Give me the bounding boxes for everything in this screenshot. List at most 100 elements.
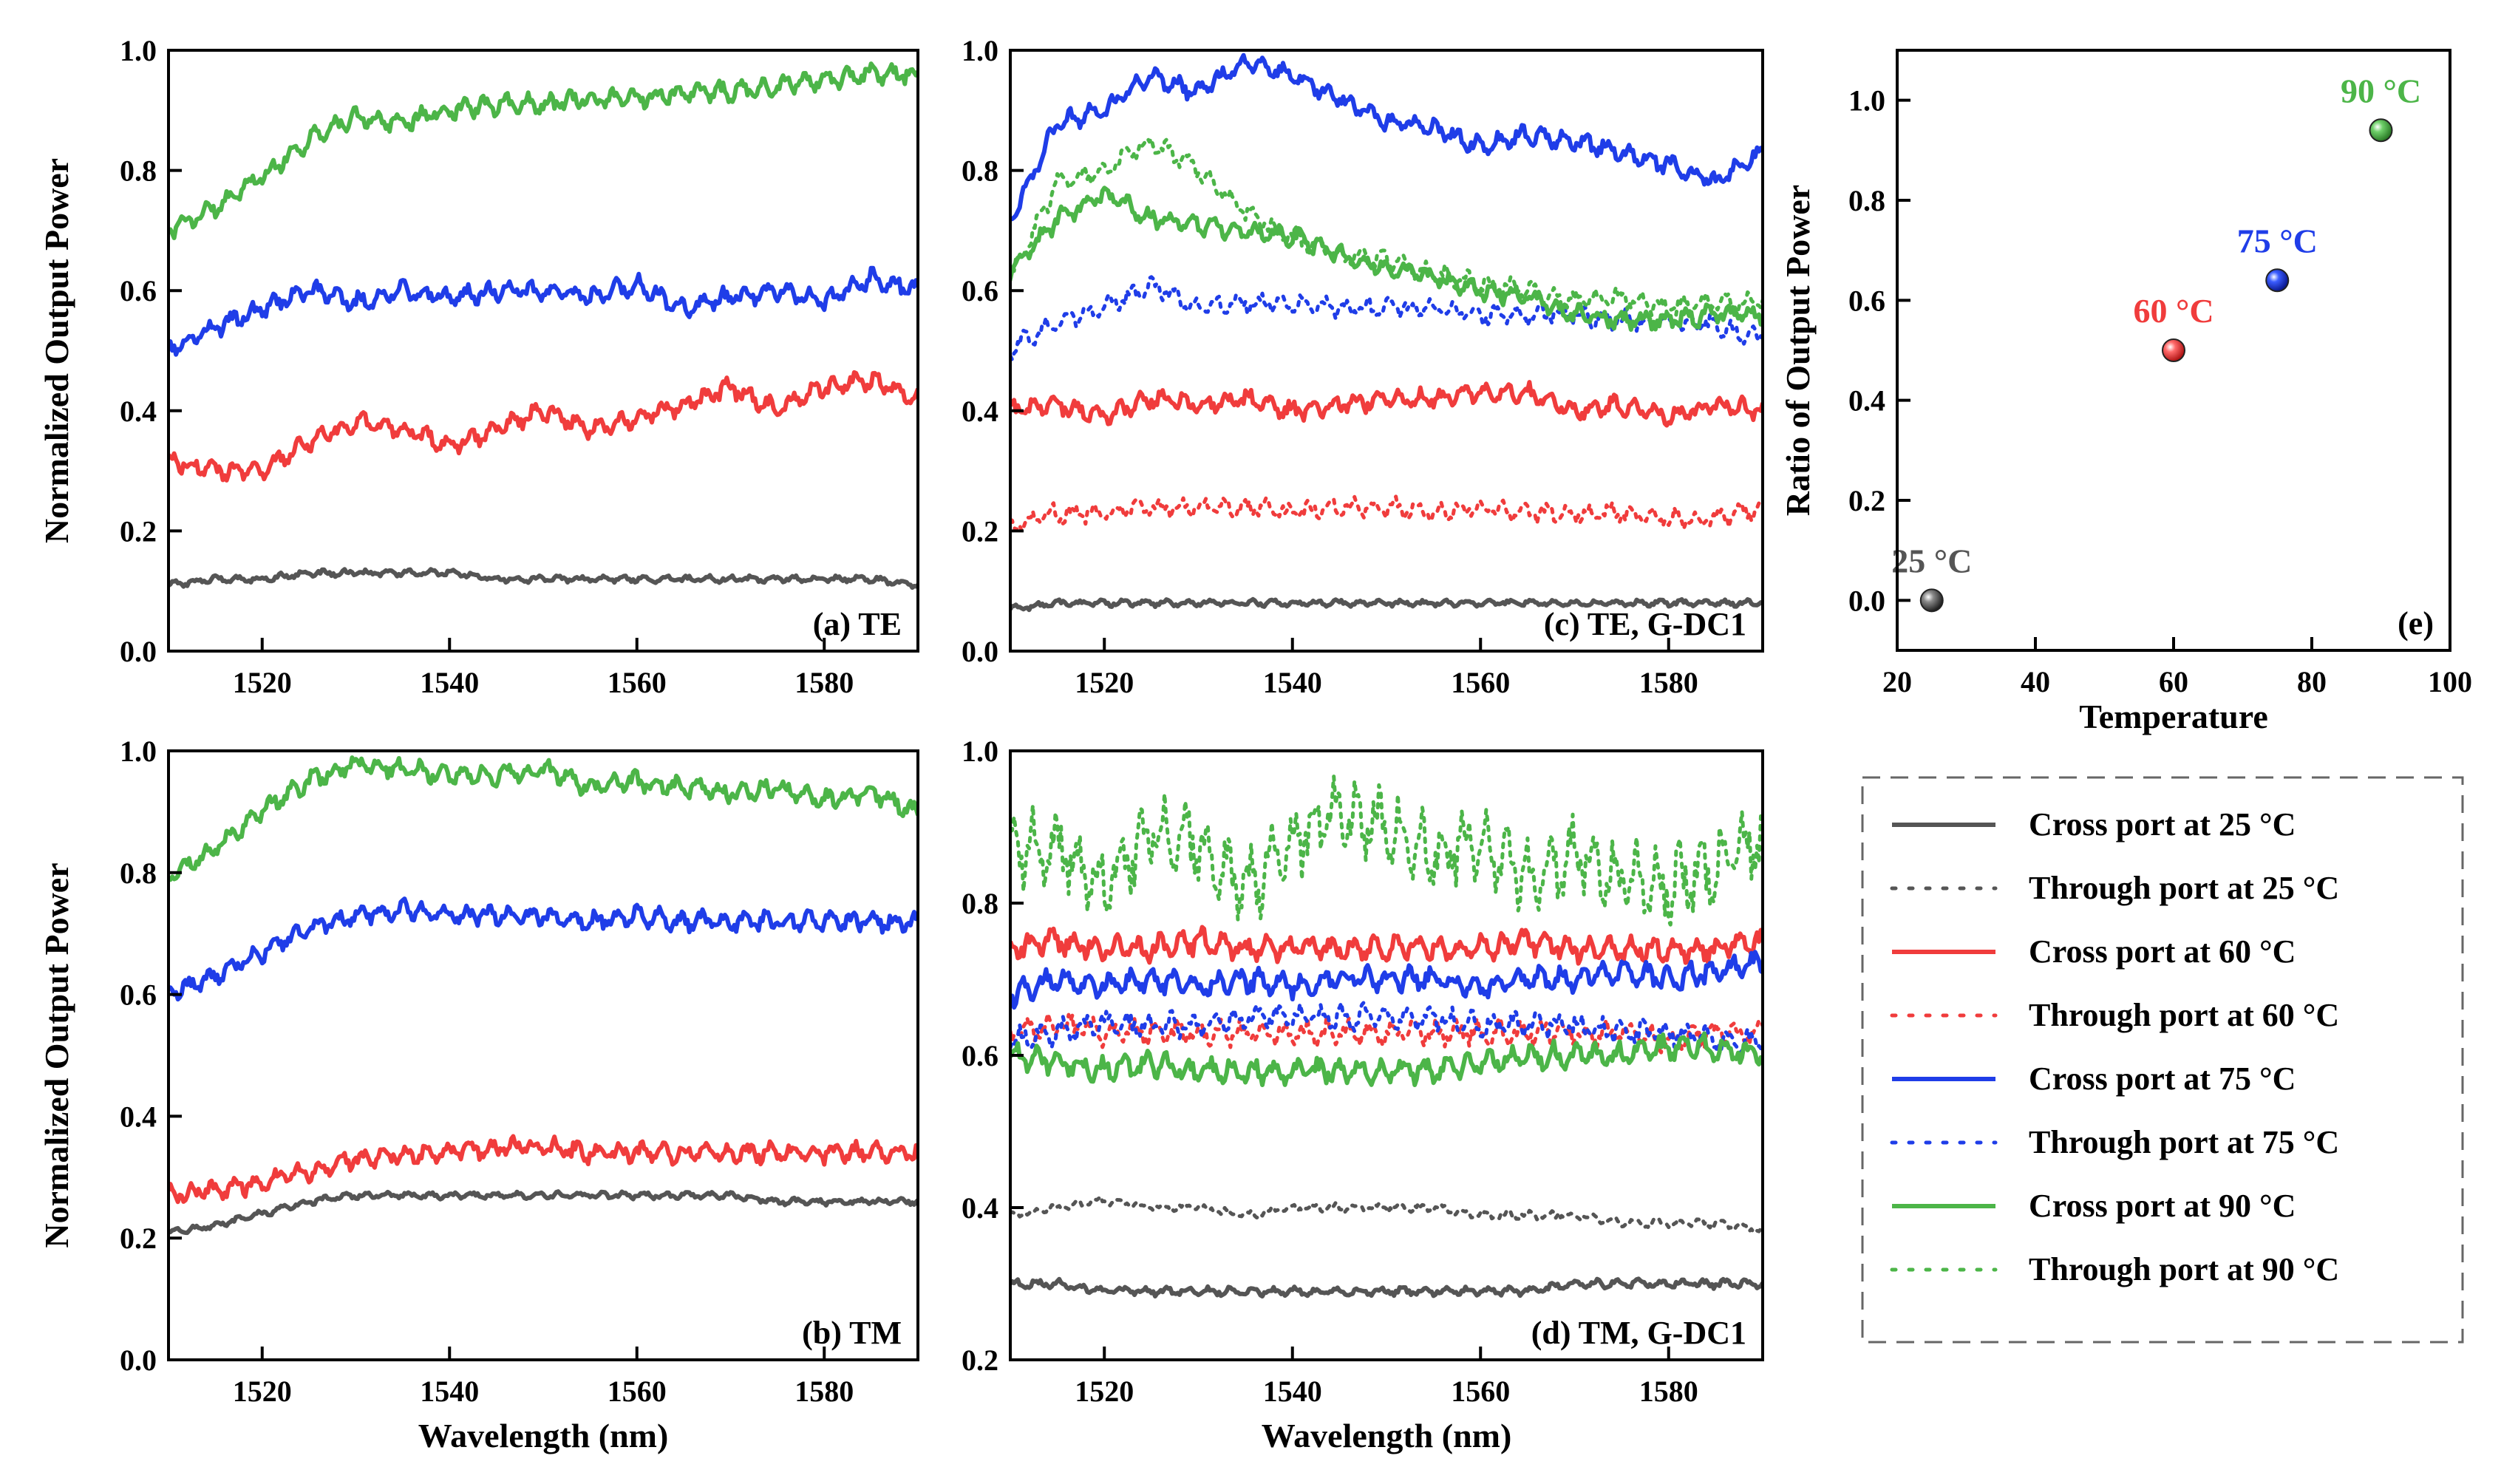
legend: Cross port at 25 °C Through port at 25 °C… xyxy=(1861,776,2464,1344)
y-tick-label-c: 1.0 xyxy=(962,34,998,67)
series-a-t90-solid xyxy=(169,61,918,240)
y-tick-label-d: 1.0 xyxy=(962,735,998,768)
plot-area-a xyxy=(169,61,918,590)
legend-label: Cross port at 90 °C xyxy=(2029,1188,2296,1224)
series-c-t90-dotted xyxy=(1010,137,1763,318)
y-tick-label-e: 0.2 xyxy=(1848,484,1885,517)
x-tick-label-d: 1540 xyxy=(1263,1375,1322,1408)
series-b-t75-solid xyxy=(169,896,918,1002)
panel-tag-d: (d) TM, G-DC1 xyxy=(1531,1315,1746,1351)
y-tick-label-c: 0.8 xyxy=(962,154,998,188)
x-tick-label-c: 1580 xyxy=(1639,666,1698,699)
scatter-point-t60 xyxy=(2162,338,2185,362)
scatter-point-t75 xyxy=(2265,268,2290,293)
series-b-t25-solid xyxy=(169,1189,918,1236)
y-axis-title-b: Normalized Output Power xyxy=(38,862,75,1248)
y-axis-title-a: Normalized Output Power xyxy=(38,158,75,543)
y-tick-label-c: 0.0 xyxy=(962,635,998,668)
legend-frame xyxy=(1861,776,2464,1344)
series-c-t60-solid xyxy=(1010,380,1763,428)
x-axis-title-e: Temperature xyxy=(2079,698,2268,735)
y-tick-label-b: 0.8 xyxy=(120,857,157,890)
series-a-t60-solid xyxy=(169,370,918,483)
y-tick-label-b: 0.4 xyxy=(120,1100,157,1133)
y-tick-label-e: 1.0 xyxy=(1848,84,1885,118)
x-tick-label-b: 1520 xyxy=(233,1375,292,1408)
point-label-t90: 90 °C xyxy=(2341,72,2421,109)
x-tick-label-d: 1520 xyxy=(1075,1375,1134,1408)
y-tick-label-a: 1.0 xyxy=(120,34,157,67)
y-tick-label-c: 0.6 xyxy=(962,274,998,307)
legend-label: Cross port at 75 °C xyxy=(2029,1061,2296,1097)
axes-frame-c xyxy=(1009,49,1764,653)
x-tick-label-b: 1540 xyxy=(420,1375,479,1408)
panel-tag-e: (e) xyxy=(2398,605,2434,641)
x-tick-label-b: 1560 xyxy=(608,1375,667,1408)
series-c-t25-solid xyxy=(1010,596,1763,613)
y-tick-label-d: 0.2 xyxy=(962,1344,998,1377)
y-axis-title-e: Ratio of Output Power xyxy=(1779,185,1817,516)
panel-c-chart: 1520 1540 1560 1580 0.0 0.2 0.4 0.6 0.8 1.0 (c) TE… xyxy=(962,34,1764,699)
x-tick-label-a: 1560 xyxy=(608,666,667,699)
y-tick-label-a: 0.2 xyxy=(120,514,157,548)
y-tick-label-d: 0.8 xyxy=(962,887,998,920)
point-label-t60: 60 °C xyxy=(2133,292,2214,330)
series-c-t75-solid xyxy=(1010,52,1763,222)
x-axis-title-b: Wavelength (nm) xyxy=(418,1417,669,1454)
panel-tag-b: (b) TM xyxy=(802,1315,902,1351)
series-d-t60-solid xyxy=(1010,925,1763,966)
y-tick-label-e: 0.0 xyxy=(1848,584,1885,617)
series-a-t25-solid xyxy=(169,567,918,590)
y-tick-label-b: 0.6 xyxy=(120,978,157,1012)
x-tick-label-a: 1580 xyxy=(794,666,854,699)
series-b-t60-solid xyxy=(169,1134,918,1205)
series-d-t90-dotted xyxy=(1010,775,1763,927)
y-tick-label-d: 0.4 xyxy=(962,1191,998,1225)
y-tick-label-c: 0.2 xyxy=(962,514,998,548)
series-d-t60-dotted xyxy=(1010,1011,1763,1055)
y-tick-label-e: 0.4 xyxy=(1848,384,1885,418)
x-tick-label-c: 1560 xyxy=(1451,666,1510,699)
series-a-t75-solid xyxy=(169,265,918,357)
series-d-t90-solid xyxy=(1010,1031,1763,1087)
y-tick-label-a: 0.8 xyxy=(120,154,157,188)
y-tick-label-a: 0.6 xyxy=(120,274,157,307)
legend-label: Through port at 75 °C xyxy=(2029,1124,2339,1160)
x-tick-label-b: 1580 xyxy=(794,1375,854,1408)
scatter-point-t90 xyxy=(2369,118,2393,143)
axes-frame-a xyxy=(167,49,919,653)
plot-area-c xyxy=(1010,52,1763,613)
x-tick-label-e: 80 xyxy=(2297,665,2327,698)
panel-tag-a: (a) TE xyxy=(813,606,902,642)
axes-frame-b xyxy=(167,749,919,1361)
point-label-t25: 25 °C xyxy=(1891,542,1972,579)
legend-label: Through port at 90 °C xyxy=(2029,1251,2339,1287)
y-tick-label-a: 0.0 xyxy=(120,635,157,668)
series-d-t25-solid xyxy=(1010,1276,1763,1298)
legend-label: Through port at 60 °C xyxy=(2029,997,2339,1033)
panel-a-chart: 1520 1540 1560 1580 0.0 0.2 0.4 0.6 0.8 1.0 (a) TE… xyxy=(38,34,919,699)
series-d-t75-solid xyxy=(1010,950,1763,1010)
point-label-t75: 75 °C xyxy=(2237,222,2318,259)
x-tick-label-c: 1520 xyxy=(1075,666,1134,699)
x-tick-label-e: 60 xyxy=(2159,665,2188,698)
legend-label: Through port at 25 °C xyxy=(2029,870,2339,906)
x-tick-label-e: 100 xyxy=(2428,665,2472,698)
x-tick-label-e: 20 xyxy=(1882,665,1912,698)
panel-tag-c: (c) TE, G-DC1 xyxy=(1544,606,1746,642)
plot-area-b xyxy=(169,755,918,1236)
panel-b-chart: 1520 1540 1560 1580 0.0 0.2 0.4 0.6 0.8 1.0 (b) TM… xyxy=(38,735,919,1454)
y-tick-label-e: 0.6 xyxy=(1848,284,1885,317)
series-c-t75-dotted xyxy=(1010,275,1763,362)
series-d-t75-dotted xyxy=(1010,1000,1763,1055)
series-b-t90-solid xyxy=(169,755,918,882)
y-tick-label-d: 0.6 xyxy=(962,1039,998,1072)
x-axis-title-d: Wavelength (nm) xyxy=(1262,1417,1512,1454)
x-tick-label-d: 1580 xyxy=(1639,1375,1698,1408)
y-tick-label-b: 1.0 xyxy=(120,735,157,768)
panel-d-chart: 1520 1540 1560 1580 0.2 0.4 0.6 0.8 1.0 (d) TM, G… xyxy=(962,735,1764,1454)
scatter-point-t25 xyxy=(1919,588,1944,613)
series-c-t60-dotted xyxy=(1010,494,1763,534)
y-tick-label-e: 0.8 xyxy=(1848,184,1885,217)
